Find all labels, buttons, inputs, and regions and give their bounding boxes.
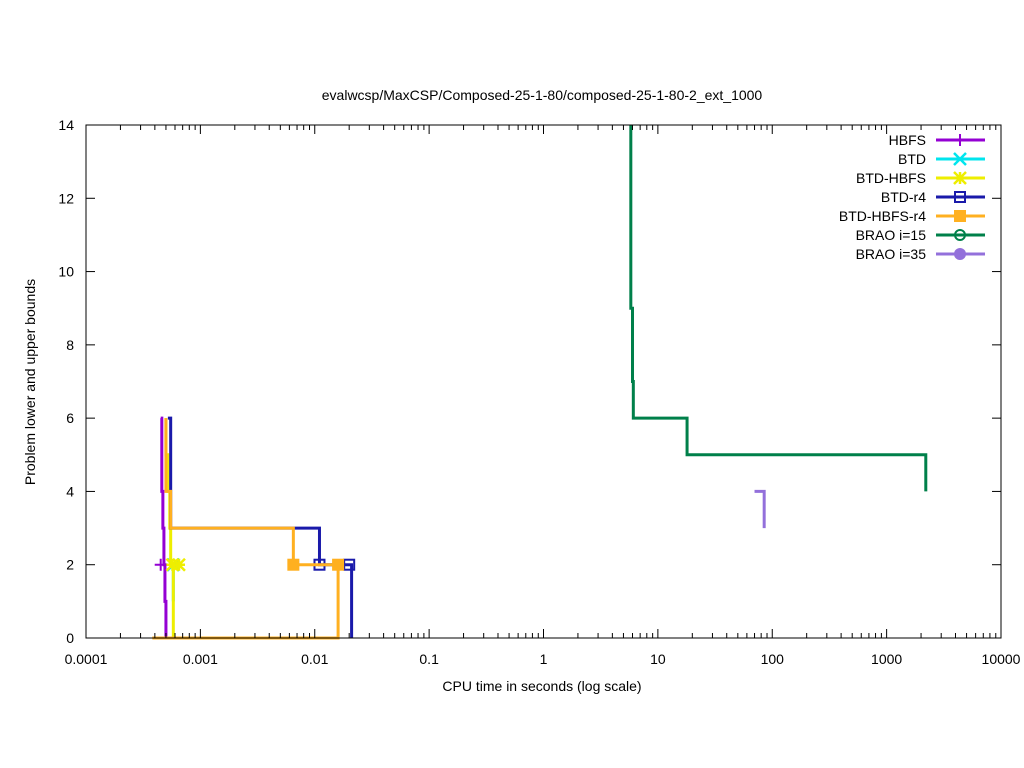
- series-line-hbfs: [160, 416, 168, 638]
- series-line-btd-r4: [167, 416, 354, 638]
- legend-marker-btd: [953, 152, 967, 166]
- legend-label: BTD-HBFS-r4: [839, 208, 926, 224]
- axes: 0.0001 0.001 0.01 0.1 1 10 100 1000 10000 0 2 4 6 8 10…: [58, 117, 1020, 667]
- data-point-btd-hbfs-r4: [287, 558, 300, 571]
- chart-title: evalwcsp/MaxCSP/Composed-25-1-80/compose…: [322, 87, 763, 103]
- x-tick-label: 10000: [982, 651, 1021, 667]
- data-point-btd-hbfs: [165, 557, 180, 572]
- legend-item-hbfs: HBFS: [889, 132, 985, 148]
- series-line-btd-hbfs-r4: [152, 418, 340, 640]
- data-point-btd-hbfs: [172, 557, 186, 572]
- legend-marker-brao-i-35: [954, 248, 966, 260]
- y-tick-label: 4: [66, 483, 74, 499]
- x-tick-label: 0.0001: [65, 651, 108, 667]
- legend-label: BRAO i=15: [856, 227, 927, 243]
- series-brao-i-35: [754, 489, 766, 529]
- legend-item-brao-i-35: BRAO i=35: [856, 246, 985, 262]
- y-tick-label: 10: [58, 264, 74, 280]
- series-brao-i-15: [629, 125, 928, 492]
- y-axis-label: Problem lower and upper bounds: [22, 279, 38, 485]
- y-tick-label: 14: [58, 117, 74, 133]
- legend-marker-brao-i-15: [954, 229, 966, 241]
- legend: HBFS BTD BTD-HBFS BTD-r4 BTD-HBFS-r4 BRAO i=1…: [839, 132, 985, 262]
- legend-item-btd-hbfs-r4: BTD-HBFS-r4: [839, 208, 985, 224]
- x-tick-label: 0.01: [301, 651, 328, 667]
- legend-label: HBFS: [889, 132, 926, 148]
- data-point-hbfs: [154, 558, 167, 571]
- y-tick-label: 0: [66, 630, 74, 646]
- x-tick-label: 0.001: [183, 651, 218, 667]
- y-tick-label: 6: [66, 410, 74, 426]
- series-hbfs: [154, 416, 168, 638]
- plot-area: [152, 125, 928, 640]
- legend-marker-btd-hbfs: [953, 171, 967, 185]
- data-point-btd-r4: [343, 558, 356, 571]
- legend-item-btd-hbfs: BTD-HBFS: [856, 170, 985, 186]
- x-tick-label: 10: [650, 651, 666, 667]
- legend-item-btd: BTD: [898, 151, 985, 167]
- y-tick-label: 12: [58, 190, 74, 206]
- x-tick-label: 100: [761, 651, 785, 667]
- x-tick-label: 1: [540, 651, 548, 667]
- series-line-brao-i-35: [754, 489, 766, 529]
- legend-marker-hbfs: [954, 134, 966, 146]
- series-btd-hbfs-r4: [152, 418, 345, 640]
- legend-label: BRAO i=35: [856, 246, 927, 262]
- legend-marker-btd-r4: [954, 191, 966, 203]
- legend-marker-btd-hbfs-r4: [954, 210, 966, 222]
- y-tick-label: 2: [66, 557, 74, 573]
- x-axis-label: CPU time in seconds (log scale): [442, 678, 641, 694]
- legend-item-btd-r4: BTD-r4: [881, 189, 985, 205]
- x-tick-label: 1000: [871, 651, 902, 667]
- legend-label: BTD: [898, 151, 926, 167]
- series-line-brao-i-15: [629, 125, 928, 492]
- x-tick-label: 0.1: [419, 651, 439, 667]
- data-point-btd-hbfs-r4: [332, 558, 345, 571]
- legend-label: BTD-HBFS: [856, 170, 926, 186]
- y-tick-label: 8: [66, 337, 74, 353]
- legend-item-brao-i-15: BRAO i=15: [856, 227, 985, 243]
- legend-label: BTD-r4: [881, 189, 926, 205]
